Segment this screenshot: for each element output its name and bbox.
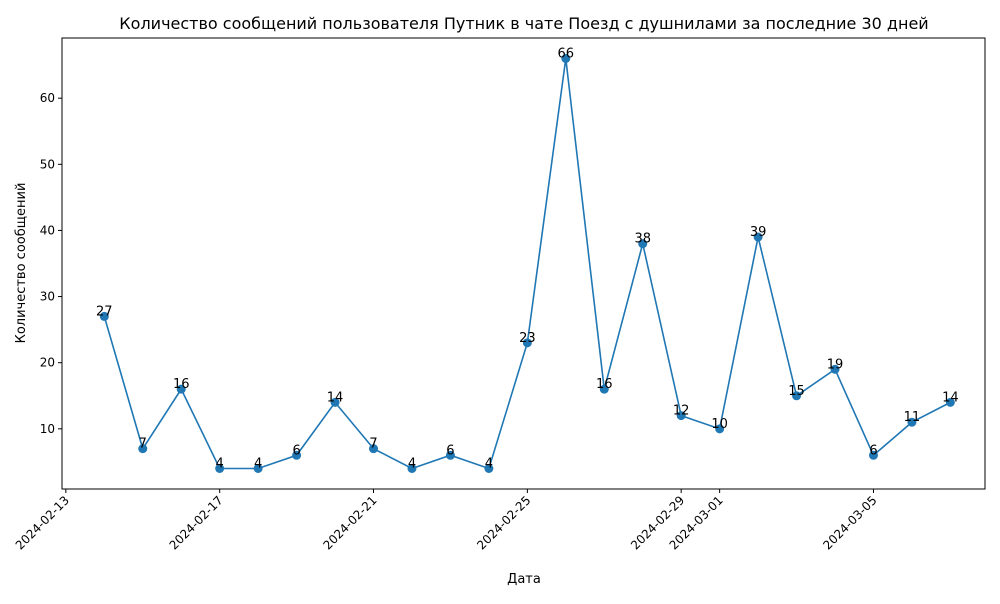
data-point: [99, 311, 109, 321]
x-axis-label: Дата: [507, 572, 541, 587]
data-label: 12: [673, 404, 690, 419]
data-point: [292, 450, 302, 460]
x-tick-label: 2024-02-13: [13, 493, 72, 552]
data-label: 23: [519, 331, 536, 346]
data-label: 16: [173, 377, 190, 392]
chart-title: Количество сообщений пользователя Путник…: [119, 14, 928, 33]
data-point: [253, 464, 263, 473]
y-tick-label: 60: [40, 91, 55, 105]
y-axis-label: Количество сообщений: [14, 183, 29, 344]
data-label: 4: [408, 457, 416, 472]
data-label: 7: [139, 437, 147, 452]
y-tick-label: 30: [40, 290, 55, 304]
data-label: 39: [750, 225, 767, 240]
y-tick-label: 20: [40, 356, 55, 370]
data-point: [945, 397, 955, 407]
data-point: [715, 424, 725, 434]
data-label: 27: [96, 304, 113, 319]
data-label: 38: [634, 232, 651, 247]
data-point: [445, 450, 455, 460]
data-point: [753, 232, 763, 242]
data-point: [676, 411, 686, 421]
data-point: [407, 464, 417, 473]
data-label: 6: [869, 443, 877, 458]
data-point: [138, 444, 148, 454]
data-label: 14: [942, 390, 959, 405]
data-label: 4: [485, 457, 493, 472]
data-label: 15: [788, 384, 805, 399]
data-label: 10: [711, 417, 728, 432]
x-tick-label: 2024-02-17: [167, 493, 226, 552]
data-label: 4: [216, 457, 224, 472]
data-label: 4: [254, 457, 262, 472]
data-point: [868, 450, 878, 460]
data-point: [176, 384, 186, 394]
data-point: [522, 338, 532, 348]
data-point: [830, 364, 840, 374]
data-label: 6: [446, 443, 454, 458]
plot-frame: [61, 37, 986, 490]
data-point: [599, 384, 609, 394]
data-point: [792, 391, 802, 401]
data-point: [215, 464, 225, 473]
data-label: 14: [327, 390, 344, 405]
data-label: 6: [292, 443, 300, 458]
data-label: 7: [369, 437, 377, 452]
data-point: [369, 444, 379, 454]
y-tick-label: 50: [40, 157, 55, 171]
data-label: 16: [596, 377, 613, 392]
y-tick-label: 10: [40, 422, 55, 436]
x-tick-label: 2024-03-05: [820, 493, 879, 552]
series-line: [103, 58, 951, 470]
data-label: 66: [558, 47, 575, 62]
data-point: [330, 397, 340, 407]
data-point: [638, 239, 648, 249]
data-point: [561, 54, 571, 63]
y-tick-label: 40: [40, 223, 55, 237]
data-point: [484, 464, 494, 473]
data-label: 19: [827, 357, 844, 372]
data-point: [907, 417, 917, 427]
data-label: 11: [904, 410, 921, 425]
x-tick-label: 2024-02-21: [320, 493, 379, 552]
x-tick-label: 2024-02-25: [474, 493, 533, 552]
plot-area: 10 20 30 40 50 60 2024-02-13 2024-02-17 2024-02-…: [13, 47, 959, 553]
